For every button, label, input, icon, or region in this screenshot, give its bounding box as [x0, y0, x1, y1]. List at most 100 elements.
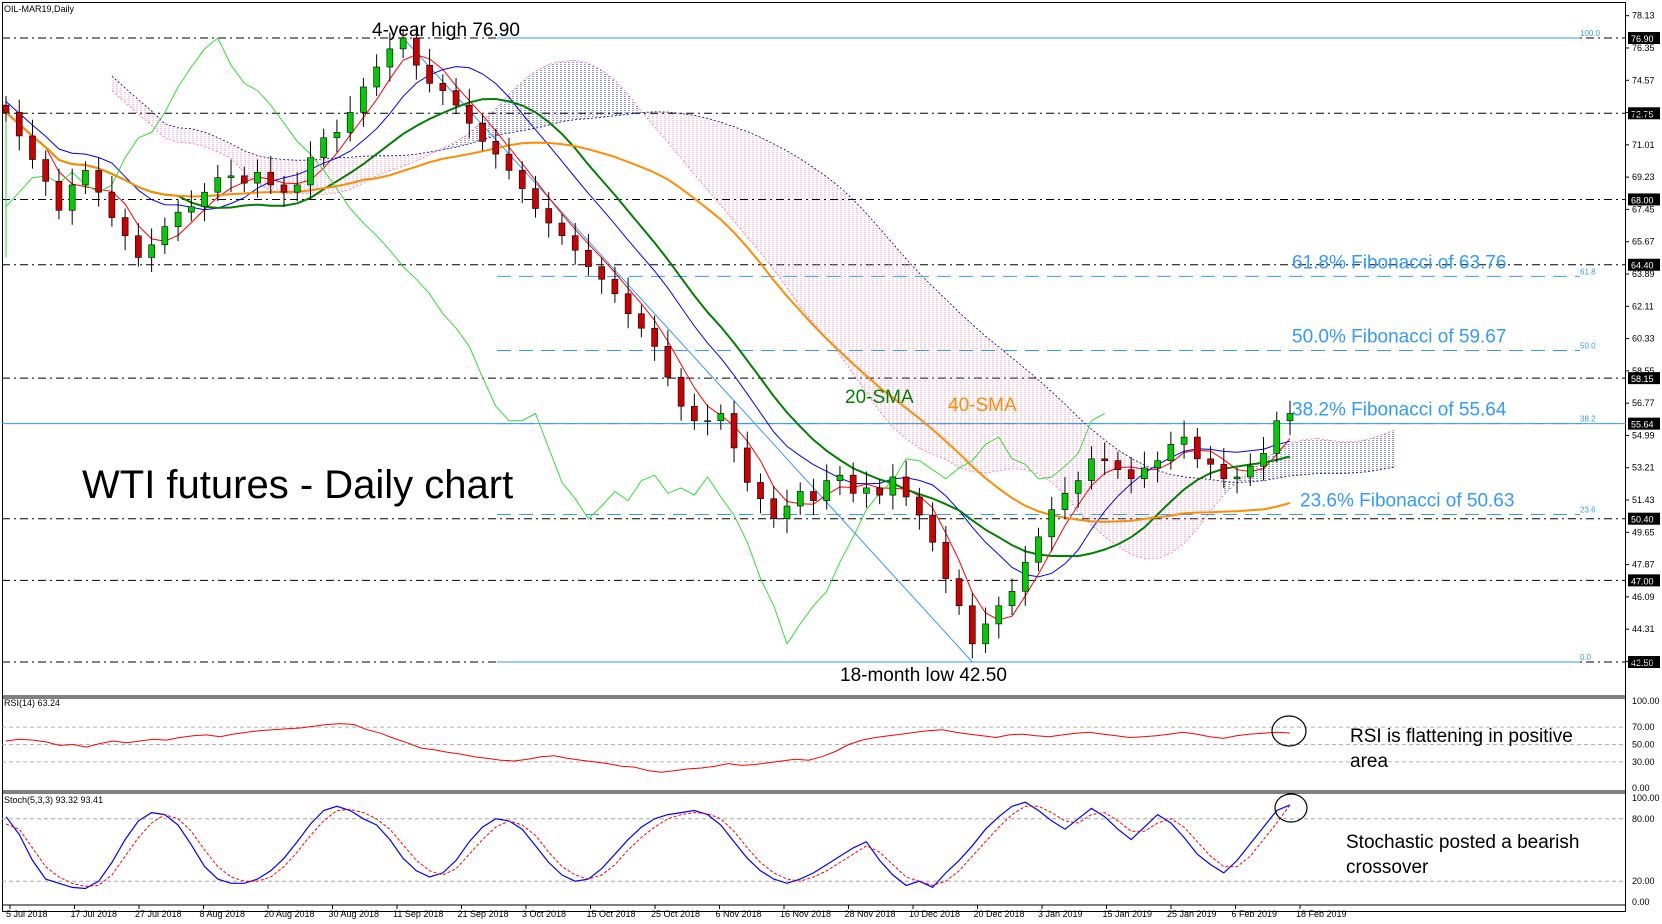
candle-body [1286, 413, 1294, 422]
x-tick-label: 20 Dec 2018 [974, 909, 1025, 919]
cloud-segment [1012, 357, 1026, 470]
rsi-level-label: 100.00 [1632, 696, 1660, 706]
x-tick-label: 8 Aug 2018 [200, 909, 246, 919]
x-tick-label: 27 Jul 2018 [135, 909, 182, 919]
candle-body [545, 208, 553, 224]
annotation-sma40: 40-SMA [948, 395, 1017, 416]
y-tick-label: 67.45 [1632, 204, 1655, 214]
stoch-annotation-line1: Stochastic posted a bearish [1346, 832, 1579, 853]
x-tick-label: 25 Jan 2019 [1167, 909, 1217, 919]
candle-body [214, 177, 222, 193]
candle-body [386, 48, 394, 68]
candle-body [201, 191, 208, 207]
candle-body [730, 413, 738, 449]
cloud-segment [125, 87, 139, 115]
sma40-line [5, 111, 1291, 523]
candle-body [704, 420, 711, 423]
candle-body [770, 498, 778, 519]
cloud-segment [826, 176, 840, 356]
fib-label: 61.8% Fibonacci of 63.76 [1292, 252, 1506, 273]
stoch-level-label: 0.00 [1632, 897, 1650, 907]
rsi-annotation-line2: area [1350, 751, 1388, 772]
price-level-label: 47.00 [1631, 576, 1654, 586]
candle-body [399, 37, 407, 50]
candle-body [532, 188, 539, 209]
candle-body [479, 122, 486, 142]
y-tick-label: 62.11 [1632, 301, 1654, 311]
cloud-segment [813, 167, 827, 339]
cloud-segment [1369, 434, 1383, 472]
candle-body [1141, 467, 1148, 480]
rsi-level-label: 0.00 [1632, 783, 1650, 793]
candle-body [188, 206, 195, 213]
cloud-segment [1144, 465, 1158, 559]
fib-tag: 23.6 [1580, 506, 1596, 515]
cloud-segment [998, 346, 1013, 471]
x-tick-label: 3 Oct 2018 [522, 909, 566, 919]
cloud-segment [416, 151, 430, 161]
cloud-segment [892, 243, 907, 439]
y-tick-label: 63.89 [1632, 269, 1655, 279]
candle-body [1048, 509, 1056, 538]
cloud-segment [522, 71, 536, 131]
x-tick-label: 6 Feb 2019 [1232, 909, 1278, 919]
price-level-label: 76.90 [1631, 34, 1654, 44]
cloud-segment [1184, 476, 1198, 544]
cloud-segment [972, 324, 986, 473]
candle-body [1101, 458, 1108, 461]
cloud-segment [879, 228, 893, 428]
y-tick-label: 65.67 [1632, 237, 1655, 247]
stoch-level-label: 20.00 [1632, 876, 1655, 886]
price-level-tag [1628, 258, 1660, 271]
rsi-level-label: 50.00 [1632, 740, 1655, 750]
candle-body [1088, 458, 1095, 481]
y-tick-label: 54.99 [1632, 430, 1655, 440]
candle-body [1154, 460, 1161, 469]
cloud-segment [270, 158, 284, 194]
price-level-label: 42.50 [1631, 658, 1654, 668]
cloud-segment [1197, 478, 1211, 529]
cloud-segment [231, 143, 245, 173]
candle-body [492, 141, 500, 155]
x-tick-label: 17 Jul 2018 [71, 909, 118, 919]
candle-body [1220, 463, 1228, 480]
cloud-segment [707, 118, 721, 206]
x-tick-label: 28 Nov 2018 [845, 909, 896, 919]
candle-body [2, 104, 10, 113]
candle-body [1194, 436, 1201, 460]
cloud-segment [694, 115, 708, 191]
cloud-segment [1051, 391, 1065, 495]
cloud-segment [614, 80, 629, 116]
candle-body [982, 623, 989, 645]
cloud-segment [482, 108, 496, 140]
cloud-segment [919, 273, 933, 455]
price-level-label: 64.40 [1631, 261, 1654, 271]
candle-body [902, 476, 910, 498]
cloud-segment [1342, 441, 1357, 474]
cloud-segment [1276, 443, 1290, 479]
x-tick-label: 20 Aug 2018 [264, 909, 315, 919]
cloud-segment [561, 60, 576, 122]
candle-body [810, 491, 817, 501]
candle-body [783, 505, 791, 519]
candle-body [333, 132, 341, 139]
fib-label: 50.0% Fibonacci of 59.67 [1292, 327, 1506, 348]
y-tick-label: 78.13 [1632, 11, 1655, 21]
x-tick-label: 15 Jan 2019 [1103, 909, 1153, 919]
fib-tag: 38.2 [1580, 415, 1596, 424]
cloud-segment [204, 132, 218, 153]
price-level-tag [1628, 107, 1660, 120]
candle-body [413, 37, 420, 66]
candle-body [1035, 536, 1042, 563]
cloud-segment [575, 60, 589, 120]
stochastic-panel: 100.00 80.00 20.00 0.00 [2, 793, 1660, 907]
candlesticks [2, 25, 1294, 659]
annotation-low: 18-month low 42.50 [840, 665, 1007, 686]
y-tick-label: 53.21 [1632, 463, 1655, 473]
cloud-span-a [111, 59, 1397, 560]
candle-body [1273, 420, 1281, 454]
candle-body [267, 171, 275, 186]
stoch-d-line [5, 804, 1291, 887]
cloud-segment [376, 155, 390, 176]
y-tick-label: 42.53 [1632, 656, 1655, 666]
